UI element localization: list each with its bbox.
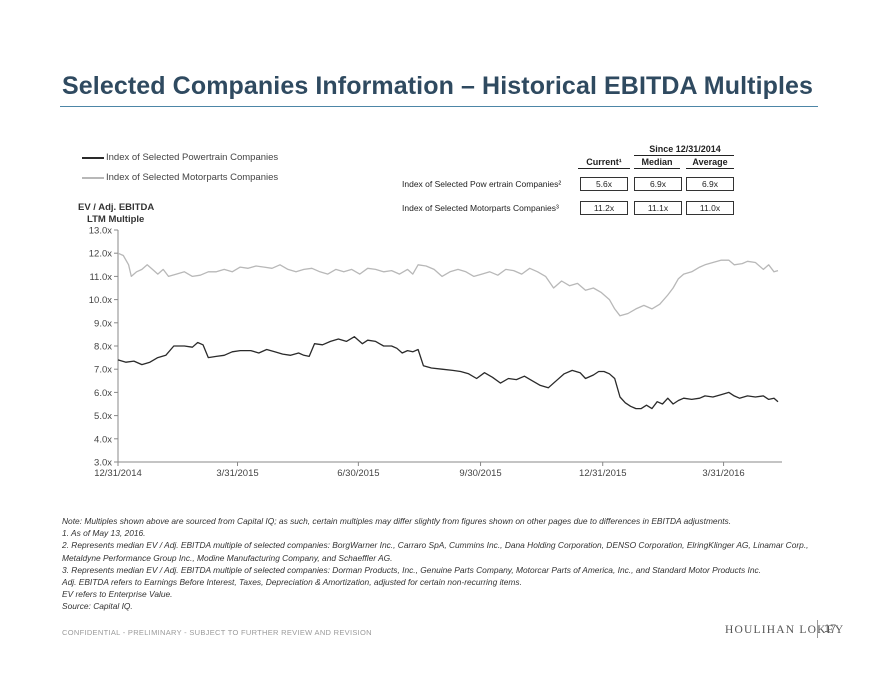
x-tick-label: 9/30/2015 [459,468,501,479]
y-tick-label: 3.0x [94,458,112,469]
stats-cell-powertrain-average: 6.9x [686,177,734,191]
y-tick-label: 11.0x [89,272,112,283]
confidential-notice: CONFIDENTIAL - PRELIMINARY - SUBJECT TO … [62,628,372,637]
page-number: 17 [824,623,837,635]
x-tick-label: 12/31/2014 [94,468,142,479]
series-line-motorparts [117,252,779,317]
y-tick-label: 13.0x [89,226,112,237]
y-axis-label-line1: EV / Adj. EBITDA [78,202,155,213]
footnote-ev-def: EV refers to Enterprise Value. [62,589,173,600]
y-tick-label: 10.0x [89,295,112,306]
page-title: Selected Companies Information – Histori… [62,72,814,100]
series-line-powertrain [117,336,779,410]
x-tick-label: 12/31/2015 [579,468,627,479]
y-tick-label: 4.0x [94,434,112,445]
legend-swatch-motorparts [82,176,104,179]
stats-header-rule-current [578,168,630,169]
footnote-note: Note: Multiples shown above are sourced … [62,516,732,526]
stats-cell-motorparts-median: 11.1x [634,201,682,215]
footnote-1: 1. As of May 13, 2016. [62,528,146,539]
legend-swatch-powertrain [82,156,104,159]
stats-cell-motorparts-average: 11.0x [686,201,734,215]
legend-label-powertrain: Index of Selected Powertrain Companies [106,152,279,163]
footnote-2: 2. Represents median EV / Adj. EBITDA mu… [62,540,809,563]
y-tick-label: 8.0x [94,342,112,353]
title-divider [60,106,818,107]
stats-row-label-motorparts: Index of Selected Motorparts Companies³ [402,203,559,213]
stats-header-current: Current¹ [586,157,622,167]
stats-since-rule [634,155,734,156]
x-tick-label: 3/31/2015 [216,468,258,479]
legend-item-motorparts: Index of Selected Motorparts Companies [82,172,278,183]
x-tick-label: 3/31/2016 [702,468,744,479]
footnote-source: Source: Capital IQ. [62,601,133,612]
logo-separator [817,620,818,638]
footnote-ebitda-def: Adj. EBITDA refers to Earnings Before In… [62,577,522,588]
footnote-3: 3. Represents median EV / Adj. EBITDA mu… [62,564,761,575]
stats-cell-powertrain-median: 6.9x [634,177,682,191]
stats-header-rule-average [686,168,734,169]
stats-cell-powertrain-current: 5.6x [580,177,628,191]
y-axis-label-line2: LTM Multiple [87,214,145,225]
y-tick-label: 6.0x [94,388,112,399]
legend-item-powertrain: Index of Selected Powertrain Companies [82,152,278,163]
brand-logo: HOULIHAN LOKEY [725,624,845,636]
stats-header-average: Average [692,157,728,167]
x-tick-label: 6/30/2015 [337,468,379,479]
footnotes: Note: Multiples shown above are sourced … [62,515,822,613]
y-tick-label: 9.0x [94,318,112,329]
y-tick-label: 7.0x [94,365,112,376]
ebitda-multiple-line-chart: 3.0x 4.0x 5.0x 6.0x 7.0x 8.0x 9.0x 10.0x 11.0x 12… [89,226,782,479]
y-tick-label: 5.0x [94,411,112,422]
y-tick-label: 12.0x [89,249,112,260]
stats-cell-motorparts-current: 11.2x [580,201,628,215]
stats-row-label-powertrain: Index of Selected Pow ertrain Companies² [402,179,562,189]
stats-header-rule-median [634,168,680,169]
legend-label-motorparts: Index of Selected Motorparts Companies [106,172,279,183]
stats-since-label: Since 12/31/2014 [649,144,721,154]
stats-header-median: Median [641,157,673,167]
